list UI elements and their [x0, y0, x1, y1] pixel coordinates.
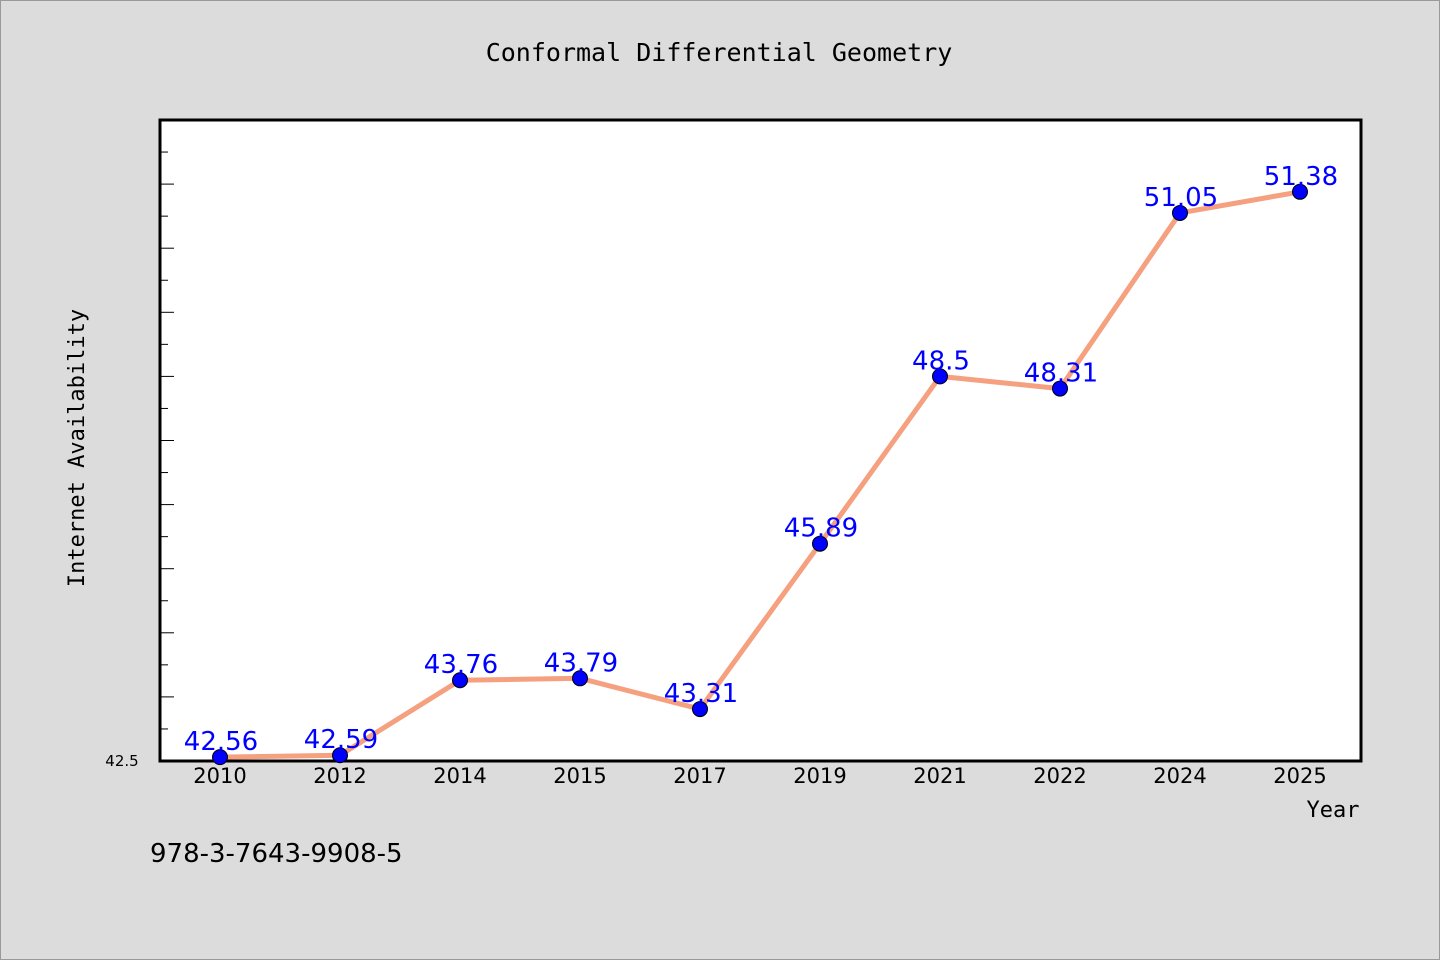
data-point — [332, 747, 348, 764]
data-label: 42.56 — [184, 727, 258, 757]
plot-frame — [158, 118, 1363, 763]
data-label: 45.89 — [784, 514, 858, 544]
data-point — [452, 672, 468, 689]
x-tick-label: 2024 — [1153, 764, 1206, 788]
x-axis-label: Year — [1307, 798, 1360, 823]
x-axis-tick-labels: 2010 2012 2014 2015 2017 2019 2021 2022 2024 2025 — [193, 764, 1326, 788]
data-label: 48.31 — [1024, 359, 1098, 389]
series-markers — [212, 183, 1308, 766]
x-tick-label: 2010 — [193, 764, 246, 788]
data-point — [572, 670, 588, 687]
data-label: 43.76 — [424, 650, 498, 680]
chart-title: Conformal Differential Geometry — [486, 38, 953, 67]
data-labels: 42.56 42.59 43.76 43.79 43.31 45.89 48.5 48.31 5… — [184, 162, 1338, 757]
x-tick-label: 2025 — [1273, 764, 1326, 788]
data-point — [932, 368, 948, 385]
data-label: 51.38 — [1264, 162, 1338, 192]
x-tick-label: 2017 — [673, 764, 726, 788]
data-label: 43.31 — [664, 679, 738, 709]
data-point — [1052, 380, 1068, 397]
data-point — [1292, 183, 1308, 200]
y-axis-label: Internet Availability — [65, 309, 90, 587]
x-tick-label: 2019 — [793, 764, 846, 788]
data-point — [692, 701, 708, 718]
data-label: 42.59 — [304, 725, 378, 755]
data-label: 48.5 — [912, 346, 970, 376]
data-label: 51.05 — [1144, 183, 1218, 213]
y-tick-label: 42.5 — [105, 752, 138, 770]
x-tick-label: 2021 — [913, 764, 966, 788]
plot-area — [160, 120, 1361, 761]
x-tick-label: 2015 — [553, 764, 606, 788]
data-point — [1172, 204, 1188, 221]
series-line — [217, 189, 1303, 760]
footer-isbn: 978-3-7643-9908-5 — [150, 839, 403, 869]
x-tick-label: 2014 — [433, 764, 486, 788]
data-point — [812, 535, 828, 552]
data-point — [212, 749, 228, 766]
x-tick-label: 2012 — [313, 764, 366, 788]
x-tick-label: 2022 — [1033, 764, 1086, 788]
data-label: 43.79 — [544, 648, 618, 678]
